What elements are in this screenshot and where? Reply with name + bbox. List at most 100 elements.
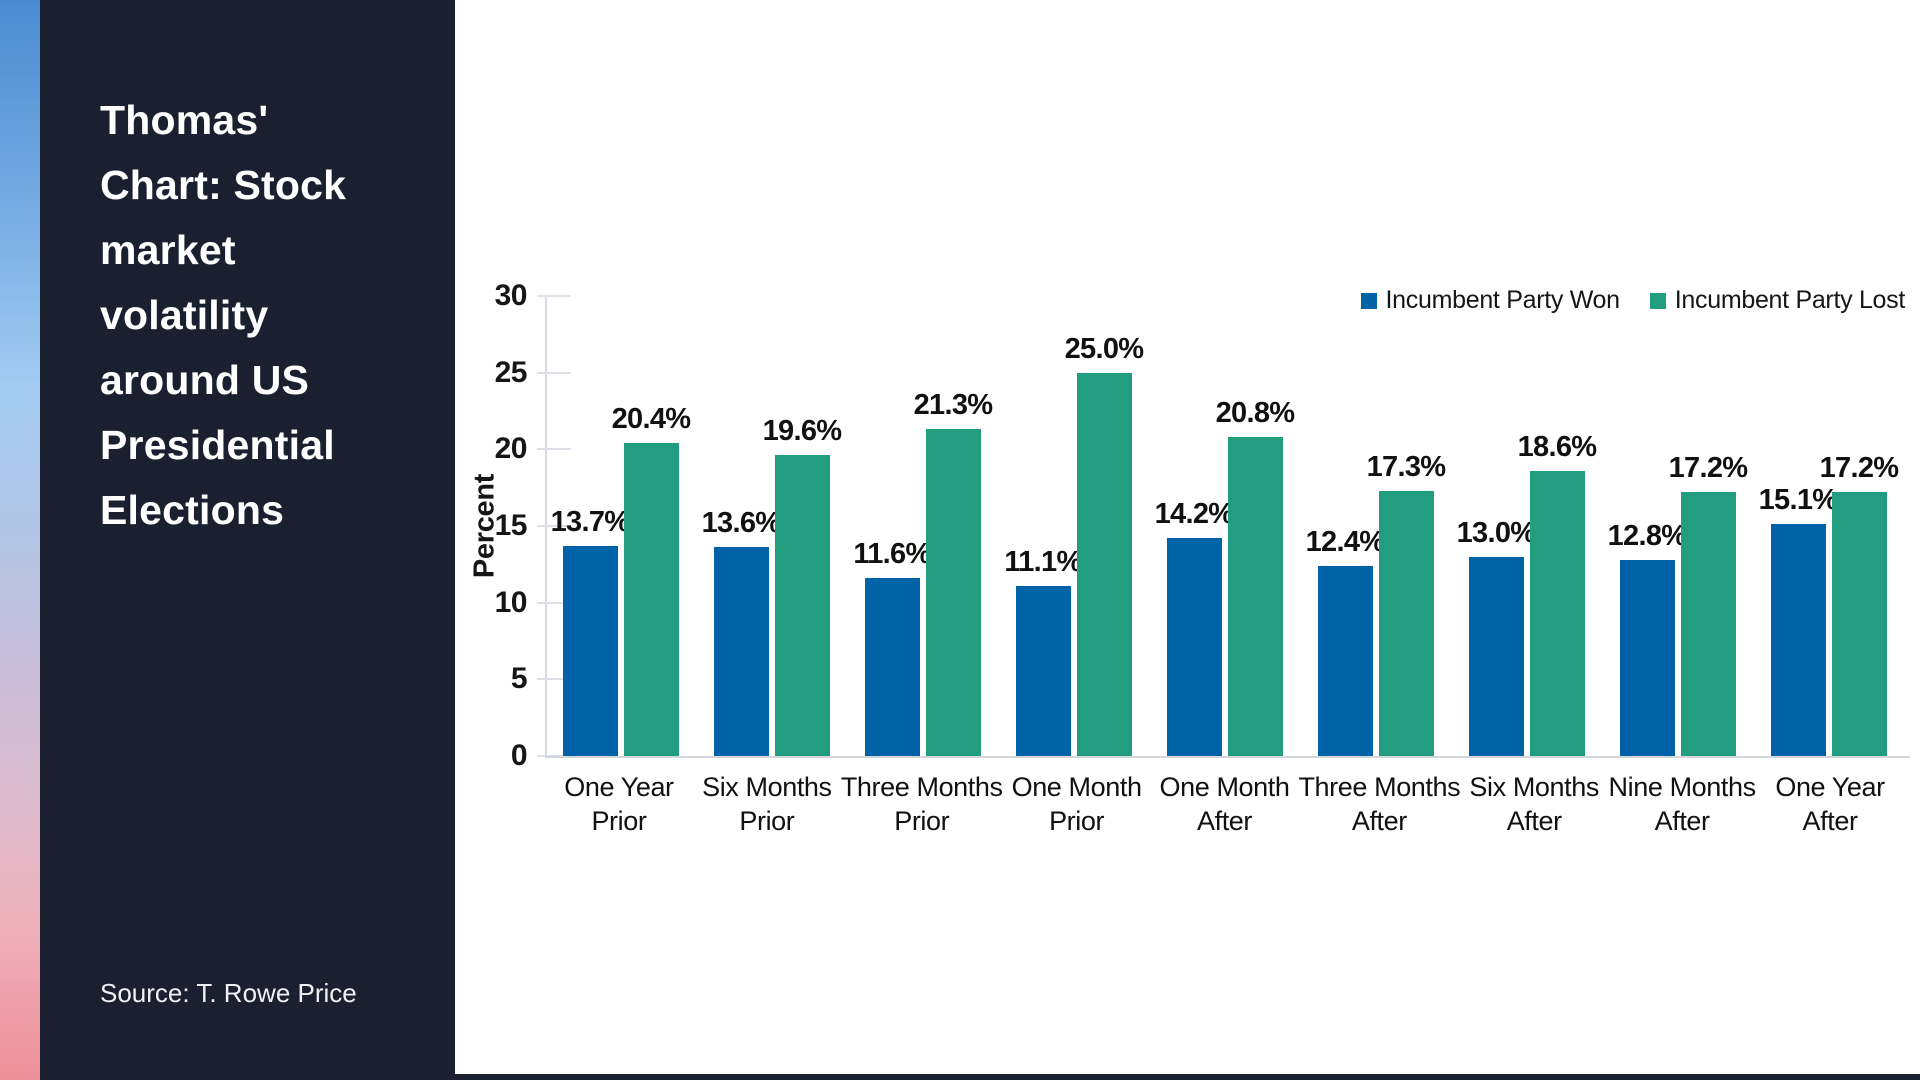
x-category-label-line: One Year	[564, 772, 674, 802]
bar-incumbent-party-lost: 20.8%	[1216, 397, 1295, 756]
x-category-label: One Year Prior	[545, 770, 693, 838]
bar-incumbent-party-won: 12.8%	[1608, 520, 1687, 756]
x-category-label: Six Months After	[1460, 770, 1608, 838]
y-tick-label: 0	[510, 739, 528, 772]
y-tick-label: 10	[494, 585, 528, 619]
chart-legend: Incumbent Party Won Incumbent Party Lost	[1360, 286, 1906, 315]
bar-group: 13.7% 20.4%	[545, 296, 696, 756]
y-tick-line	[537, 678, 571, 681]
bar-incumbent-party-lost: 17.2%	[1669, 452, 1748, 756]
bar-group: 13.6% 19.6%	[696, 296, 847, 756]
x-category-label-line: After	[1196, 806, 1253, 836]
y-tick-label: 20	[494, 432, 528, 466]
x-category-label: One Year After	[1756, 770, 1904, 838]
bar-incumbent-party-won: 11.1%	[1004, 546, 1082, 756]
x-category-label-line: Prior	[739, 806, 795, 836]
y-tick-label: 5	[510, 662, 528, 696]
x-category-label: One Month After	[1151, 770, 1299, 838]
bar-value-label: 13.6%	[701, 507, 781, 540]
x-category-label-line: Prior	[894, 806, 950, 836]
bar-value-label: 14.2%	[1154, 498, 1234, 531]
bar-value-label: 17.3%	[1366, 450, 1446, 483]
x-category-label-line: Nine Months	[1608, 772, 1757, 802]
bar-group: 12.8% 17.2%	[1602, 296, 1753, 756]
bar-value-label: 11.6%	[853, 538, 931, 571]
x-category-label-line: After	[1654, 806, 1710, 836]
bar-group: 14.2% 20.8%	[1149, 296, 1300, 756]
x-category-label: Nine Months After	[1608, 770, 1757, 838]
bar-incumbent-party-lost: 17.2%	[1820, 452, 1899, 756]
chart-panel: Incumbent Party Won Incumbent Party Lost …	[455, 0, 1920, 1080]
legend-label: Incumbent Party Won	[1385, 286, 1621, 314]
bar-incumbent-party-won: 13.7%	[551, 506, 630, 756]
bar-groups: 13.7% 20.4% 13.6% 19.6% 11.6% 21.3% 11.1% 25.0%…	[545, 296, 1904, 756]
bar-value-label: 12.8%	[1607, 519, 1687, 552]
bar-value-label: 21.3%	[913, 389, 993, 422]
slide-title: Thomas' Chart: Stock market volatility a…	[100, 97, 347, 533]
x-category-label-line: Six Months	[702, 772, 832, 802]
bar-value-label: 20.4%	[611, 403, 691, 436]
y-tick-line	[537, 525, 571, 527]
bar-value-label: 17.2%	[1668, 452, 1748, 485]
bar-incumbent-party-won: 11.6%	[853, 538, 931, 756]
bar-group: 11.6% 21.3%	[847, 296, 998, 756]
y-tick-label: 15	[494, 509, 528, 542]
x-category-label: One Month Prior	[1003, 770, 1151, 838]
legend-item-incumbent-party-won: Incumbent Party Won	[1360, 286, 1621, 315]
x-category-label-line: After	[1802, 806, 1858, 836]
x-category-label: Six Months Prior	[693, 770, 841, 838]
y-tick-label: 25	[494, 355, 528, 389]
plot-area: 13.7% 20.4% 13.6% 19.6% 11.6% 21.3% 11.1% 25.0%…	[495, 279, 1910, 836]
bar-incumbent-party-lost: 21.3%	[914, 389, 993, 756]
y-axis-line	[545, 296, 547, 758]
bar-incumbent-party-lost: 18.6%	[1518, 431, 1597, 756]
x-category-label-line: Three Months	[1298, 772, 1461, 802]
bar-incumbent-party-lost: 19.6%	[763, 415, 842, 756]
bar-group: 12.4% 17.3%	[1300, 296, 1451, 756]
y-tick-line	[537, 601, 571, 604]
y-tick-line	[537, 295, 571, 297]
bar-incumbent-party-lost: 17.3%	[1367, 451, 1446, 756]
bar-value-label: 18.6%	[1517, 430, 1597, 463]
bar-value-label: 25.0%	[1064, 332, 1144, 365]
legend-swatch-icon	[1649, 292, 1666, 309]
bar-group: 11.1% 25.0%	[998, 296, 1149, 756]
y-tick-label: 30	[494, 279, 528, 312]
gradient-accent-strip	[0, 0, 40, 1080]
legend-item-incumbent-party-lost: Incumbent Party Lost	[1649, 286, 1906, 315]
bar-group: 13.0% 18.6%	[1451, 296, 1602, 756]
x-axis-line	[545, 756, 1910, 758]
bar-incumbent-party-lost: 25.0%	[1065, 333, 1144, 756]
x-category-label-line: After	[1351, 806, 1407, 836]
source-note: Source: T. Rowe Price	[100, 978, 357, 1008]
bar-value-label: 12.4%	[1305, 525, 1385, 558]
sidebar: Thomas' Chart: Stock market volatility a…	[40, 0, 455, 1080]
bar-incumbent-party-won: 13.6%	[702, 507, 781, 756]
bar-value-label: 17.2%	[1819, 452, 1899, 485]
x-category-label-line: Prior	[1049, 806, 1105, 836]
x-category-label-line: After	[1506, 806, 1562, 836]
x-axis-labels: One Year Prior Six Months Prior Three Months…	[545, 770, 1904, 838]
bar-incumbent-party-won: 13.0%	[1457, 517, 1536, 756]
x-category-label-line: Prior	[591, 806, 647, 836]
bar-incumbent-party-won: 12.4%	[1306, 526, 1385, 756]
bar-value-label: 13.0%	[1456, 516, 1536, 549]
x-category-label: Three Months Prior	[841, 770, 1003, 838]
bar-incumbent-party-won: 14.2%	[1155, 498, 1234, 756]
bar-value-label: 19.6%	[762, 415, 842, 448]
y-tick-line	[537, 371, 571, 374]
x-category-label-line: One Year	[1775, 772, 1885, 802]
x-category-label-line: One Month	[1159, 772, 1290, 802]
bar-value-label: 11.1%	[1004, 545, 1082, 578]
x-category-label-line: Three Months	[840, 772, 1003, 802]
x-category-label: Three Months After	[1298, 770, 1460, 838]
bar-value-label: 13.7%	[550, 505, 630, 538]
legend-swatch-icon	[1360, 292, 1377, 309]
bar-incumbent-party-won: 15.1%	[1759, 484, 1838, 756]
bar-group: 15.1% 17.2%	[1753, 296, 1904, 756]
bar-incumbent-party-lost: 20.4%	[612, 403, 691, 756]
x-category-label-line: One Month	[1011, 772, 1142, 802]
x-category-label-line: Six Months	[1469, 772, 1599, 802]
legend-label: Incumbent Party Lost	[1674, 286, 1906, 314]
